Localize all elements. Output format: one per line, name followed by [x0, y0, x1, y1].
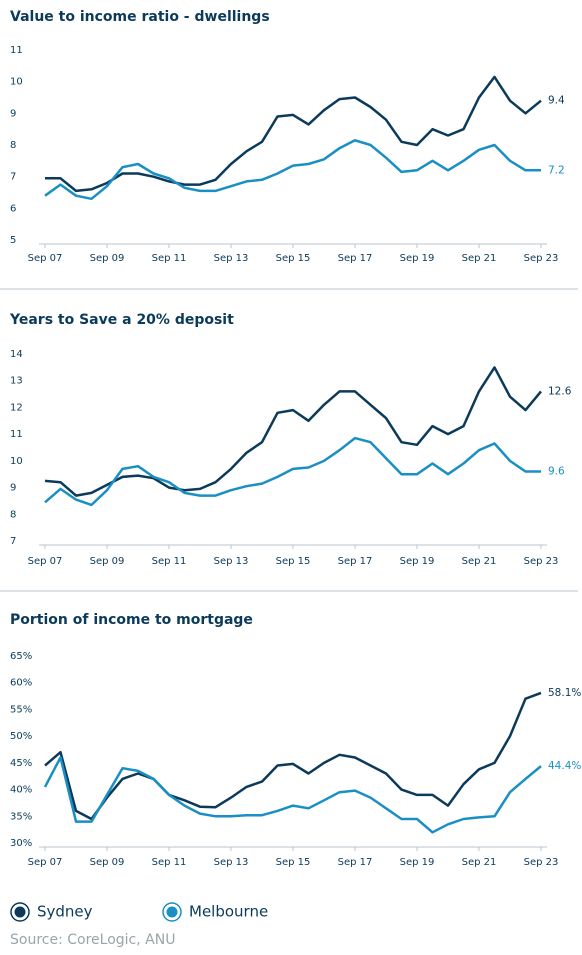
x-tick-label: Sep 07 [28, 857, 63, 868]
legend-icon [14, 906, 26, 918]
y-tick-label: 55% [10, 704, 32, 715]
legend-label: Melbourne [189, 903, 268, 921]
y-tick-label: 14 [10, 349, 23, 360]
x-tick-label: Sep 21 [462, 857, 497, 868]
y-tick-label: 9 [10, 483, 16, 494]
value-label: 7.2 [548, 164, 565, 176]
x-tick-label: Sep 19 [400, 556, 435, 567]
x-tick-label: Sep 15 [276, 253, 311, 264]
x-tick-label: Sep 21 [462, 556, 497, 567]
y-tick-label: 11 [10, 45, 23, 56]
chart-title: Value to income ratio - dwellings [10, 9, 270, 25]
x-tick-label: Sep 19 [400, 857, 435, 868]
y-tick-label: 10 [10, 456, 23, 467]
y-tick-label: 9 [10, 108, 16, 119]
x-tick-label: Sep 11 [152, 556, 187, 567]
y-tick-label: 7 [10, 172, 16, 183]
value-label: 9.6 [548, 466, 565, 478]
y-tick-label: 8 [10, 509, 16, 520]
y-tick-label: 65% [10, 651, 32, 662]
x-tick-label: Sep 15 [276, 857, 311, 868]
legend-icon [166, 906, 178, 918]
x-tick-label: Sep 17 [338, 253, 373, 264]
x-tick-label: Sep 17 [338, 556, 373, 567]
y-tick-label: 5 [10, 235, 16, 246]
x-tick-label: Sep 23 [524, 857, 559, 868]
x-tick-label: Sep 09 [90, 253, 125, 264]
y-tick-label: 35% [10, 811, 32, 822]
x-tick-label: Sep 07 [28, 253, 63, 264]
x-tick-label: Sep 09 [90, 556, 125, 567]
x-tick-label: Sep 19 [400, 253, 435, 264]
y-tick-label: 8 [10, 140, 16, 151]
x-tick-label: Sep 09 [90, 857, 125, 868]
source: Source: CoreLogic, ANU [10, 932, 175, 948]
x-tick-label: Sep 23 [524, 253, 559, 264]
legend-icon [10, 902, 30, 922]
y-tick-label: 11 [10, 429, 23, 440]
x-tick-label: Sep 13 [214, 253, 249, 264]
series-line [43, 756, 542, 834]
series-line [44, 436, 541, 507]
x-tick-label: Sep 15 [276, 556, 311, 567]
legend-label: Sydney [37, 903, 93, 921]
y-tick-label: 45% [10, 758, 32, 769]
value-label: 44.4% [548, 760, 581, 772]
chart-title: Years to Save a 20% deposit [9, 312, 234, 328]
x-tick-label: Sep 07 [28, 556, 63, 567]
x-tick-label: Sep 21 [462, 253, 497, 264]
series-line [45, 75, 542, 193]
x-tick-label: Sep 13 [214, 556, 249, 567]
legend-icon [162, 902, 182, 922]
y-tick-label: 12 [10, 402, 23, 413]
y-tick-label: 10 [10, 77, 23, 88]
value-label: 58.1% [548, 687, 581, 699]
series-line [44, 139, 541, 201]
x-tick-label: Sep 11 [152, 253, 187, 264]
y-tick-label: 13 [10, 376, 23, 387]
y-tick-label: 7 [10, 536, 16, 547]
series-line [44, 366, 542, 497]
y-tick-label: 6 [10, 203, 16, 214]
y-tick-label: 40% [10, 785, 32, 796]
y-tick-label: 30% [10, 838, 32, 849]
x-tick-label: Sep 13 [214, 857, 249, 868]
x-tick-label: Sep 11 [152, 857, 187, 868]
value-label: 9.4 [548, 95, 565, 107]
y-tick-label: 50% [10, 731, 32, 742]
x-tick-label: Sep 23 [524, 556, 559, 567]
series-line [44, 691, 542, 821]
value-label: 12.6 [548, 385, 572, 397]
y-tick-label: 60% [10, 678, 32, 689]
x-tick-label: Sep 17 [338, 857, 373, 868]
chart-title: Portion of income to mortgage [10, 612, 253, 628]
